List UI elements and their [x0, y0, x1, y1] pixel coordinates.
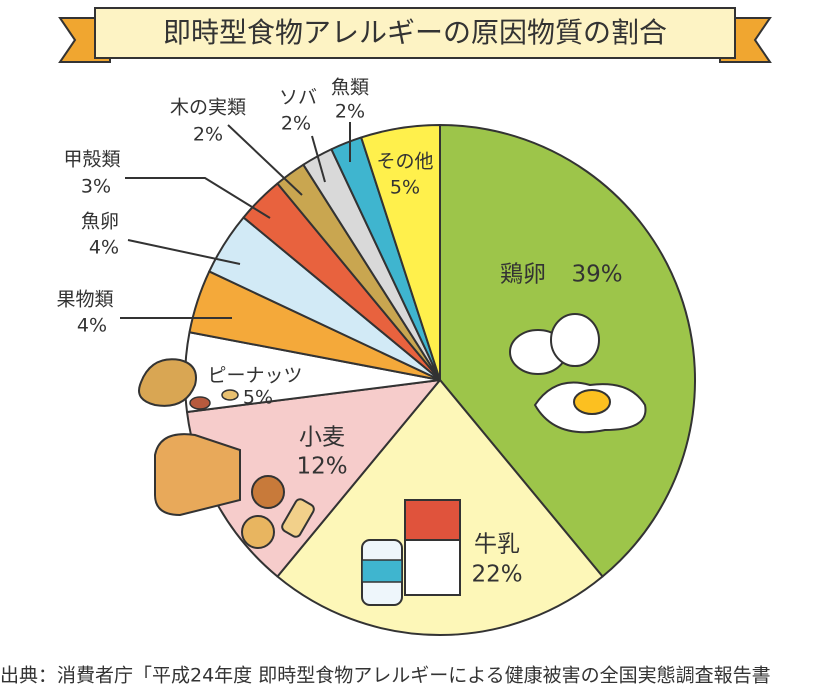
bread	[154, 433, 241, 517]
labels: 鶏卵 39%牛乳22%小麦12%ピーナッツ5%果物類4%魚卵4%甲殻類3%木の実類…	[56, 77, 622, 588]
slice-name: 魚類	[331, 77, 369, 99]
slice-name: 鶏卵	[500, 262, 546, 288]
illustrations	[138, 313, 647, 606]
pie-slice	[360, 124, 441, 381]
cookie	[251, 475, 285, 509]
source-note: 出典：消費者庁「平成24年度 即時型食物アレルギーによる健康被害の全国実態調査報…	[0, 665, 771, 687]
slice-name: 甲殻類	[63, 149, 120, 171]
slice-value: 4%	[77, 315, 107, 337]
leader-line	[227, 124, 303, 196]
slice-value: 22%	[471, 562, 522, 588]
slice-value: 2%	[281, 113, 311, 135]
slice-name: 果物類	[56, 289, 113, 311]
slice-value: 5%	[243, 387, 273, 409]
slice-value: 5%	[390, 177, 420, 199]
peanut	[138, 358, 197, 407]
leader-line	[311, 135, 326, 183]
slice-name: 魚卵	[81, 211, 119, 233]
slice-value: 3%	[81, 176, 111, 198]
slice-value: 39%	[571, 262, 622, 288]
leader-line	[127, 239, 241, 265]
chart-title: 即時型食物アレルギーの原因物質の割合	[163, 16, 667, 49]
leader-line	[125, 177, 271, 219]
slice-name: 牛乳	[474, 532, 520, 558]
milk-carton-band	[404, 499, 461, 541]
yolk	[573, 389, 611, 415]
slice-name: 木の実類	[170, 97, 246, 119]
title-banner: 即時型食物アレルギーの原因物質の割合	[58, 7, 772, 63]
peanut-seed	[221, 389, 239, 401]
egg	[550, 313, 600, 367]
slice-value: 2%	[335, 101, 365, 123]
banner	[94, 7, 736, 59]
peanut-seed	[189, 396, 211, 410]
slice-value: 12%	[296, 454, 347, 480]
slice-name: 小麦	[299, 425, 345, 451]
slice-value: 4%	[89, 237, 119, 259]
cookie	[241, 515, 275, 549]
milk-bottle-label	[361, 559, 403, 583]
slice-name: ソバ	[279, 87, 317, 109]
slice-name: ピーナッツ	[207, 365, 302, 387]
biscuit	[281, 498, 315, 538]
slice-value: 2%	[193, 124, 223, 146]
slice-name: その他	[376, 151, 433, 173]
